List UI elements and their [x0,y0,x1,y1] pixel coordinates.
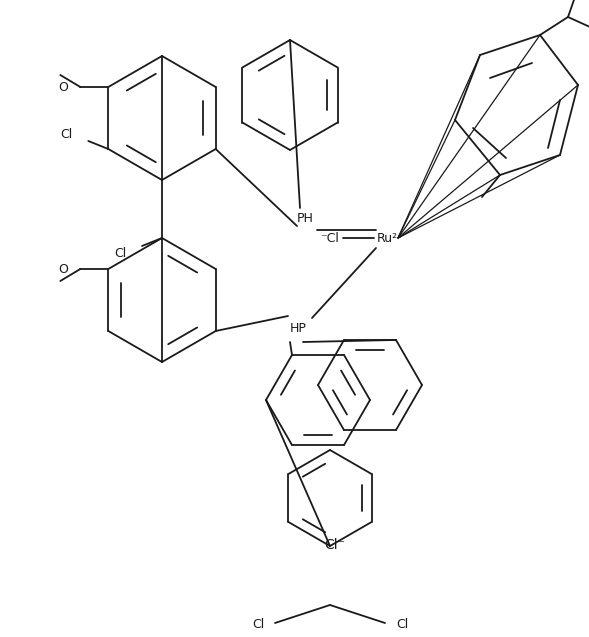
Text: Cl: Cl [114,247,126,259]
Text: Ru²⁺: Ru²⁺ [377,231,405,245]
Text: O: O [58,80,68,94]
Text: HP: HP [290,322,306,334]
Text: Cl: Cl [396,619,408,631]
Text: ⁻Cl: ⁻Cl [320,231,339,245]
Text: Cl⁻: Cl⁻ [325,538,346,552]
Text: Cl: Cl [60,127,72,141]
Text: Cl: Cl [252,619,264,631]
Text: O: O [58,262,68,275]
Text: PH: PH [297,211,313,224]
